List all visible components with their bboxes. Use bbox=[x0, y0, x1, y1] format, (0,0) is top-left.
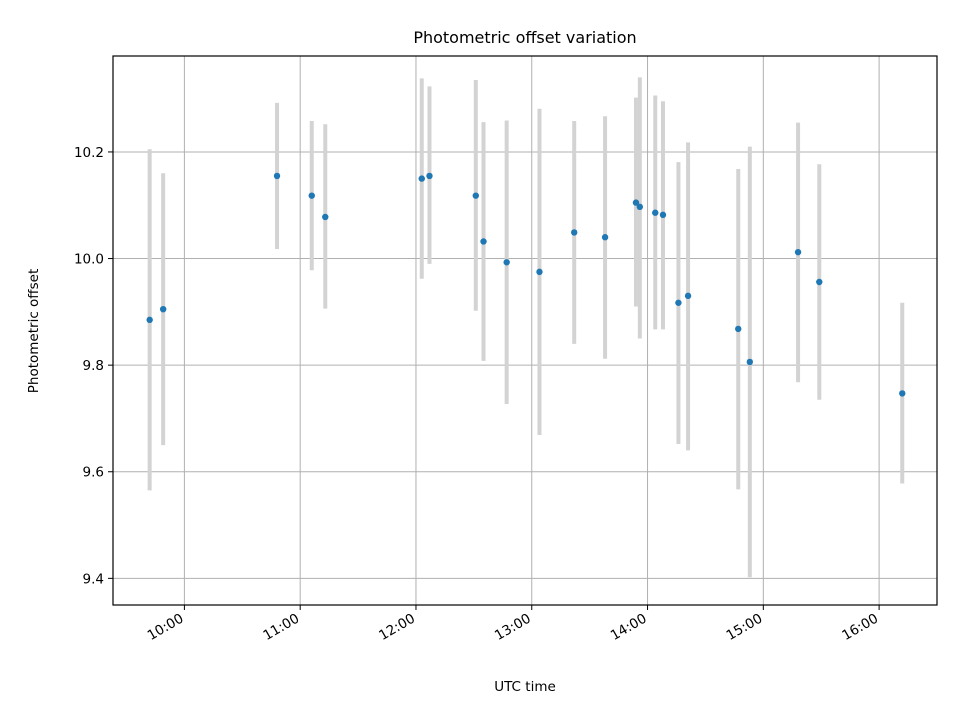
y-axis-label: Photometric offset bbox=[26, 269, 42, 393]
y-tick-label: 9.4 bbox=[83, 571, 104, 587]
y-tick-label: 9.8 bbox=[83, 358, 104, 374]
data-point bbox=[816, 278, 823, 286]
data-point bbox=[418, 175, 425, 182]
chart-title: Photometric offset variation bbox=[413, 28, 636, 47]
data-point bbox=[503, 259, 510, 266]
y-tick-label: 10.0 bbox=[74, 252, 104, 268]
data-point bbox=[684, 292, 692, 300]
data-point bbox=[899, 390, 906, 397]
data-point bbox=[675, 299, 682, 306]
data-point bbox=[794, 248, 802, 256]
data-points bbox=[146, 172, 906, 397]
y-axis-ticks: 9.4 9.6 9.8 10.0 10.2 bbox=[74, 145, 113, 587]
data-point bbox=[652, 209, 659, 216]
data-point bbox=[472, 192, 479, 199]
data-point bbox=[322, 213, 329, 221]
data-point bbox=[746, 358, 754, 366]
data-point bbox=[571, 229, 578, 236]
data-point bbox=[536, 268, 543, 276]
data-point bbox=[273, 172, 281, 180]
data-point bbox=[659, 211, 667, 219]
data-point bbox=[632, 199, 640, 206]
data-point bbox=[426, 172, 433, 180]
y-tick-label: 10.2 bbox=[74, 145, 104, 161]
plot-area-frame bbox=[112, 55, 938, 606]
data-point bbox=[480, 238, 487, 245]
data-point bbox=[735, 325, 742, 333]
data-point bbox=[601, 234, 609, 241]
y-tick-label: 9.6 bbox=[83, 465, 104, 481]
data-point bbox=[636, 203, 644, 211]
data-point bbox=[146, 316, 153, 324]
data-point bbox=[159, 305, 167, 313]
data-point bbox=[308, 192, 315, 199]
x-axis-label: UTC time bbox=[494, 679, 556, 695]
